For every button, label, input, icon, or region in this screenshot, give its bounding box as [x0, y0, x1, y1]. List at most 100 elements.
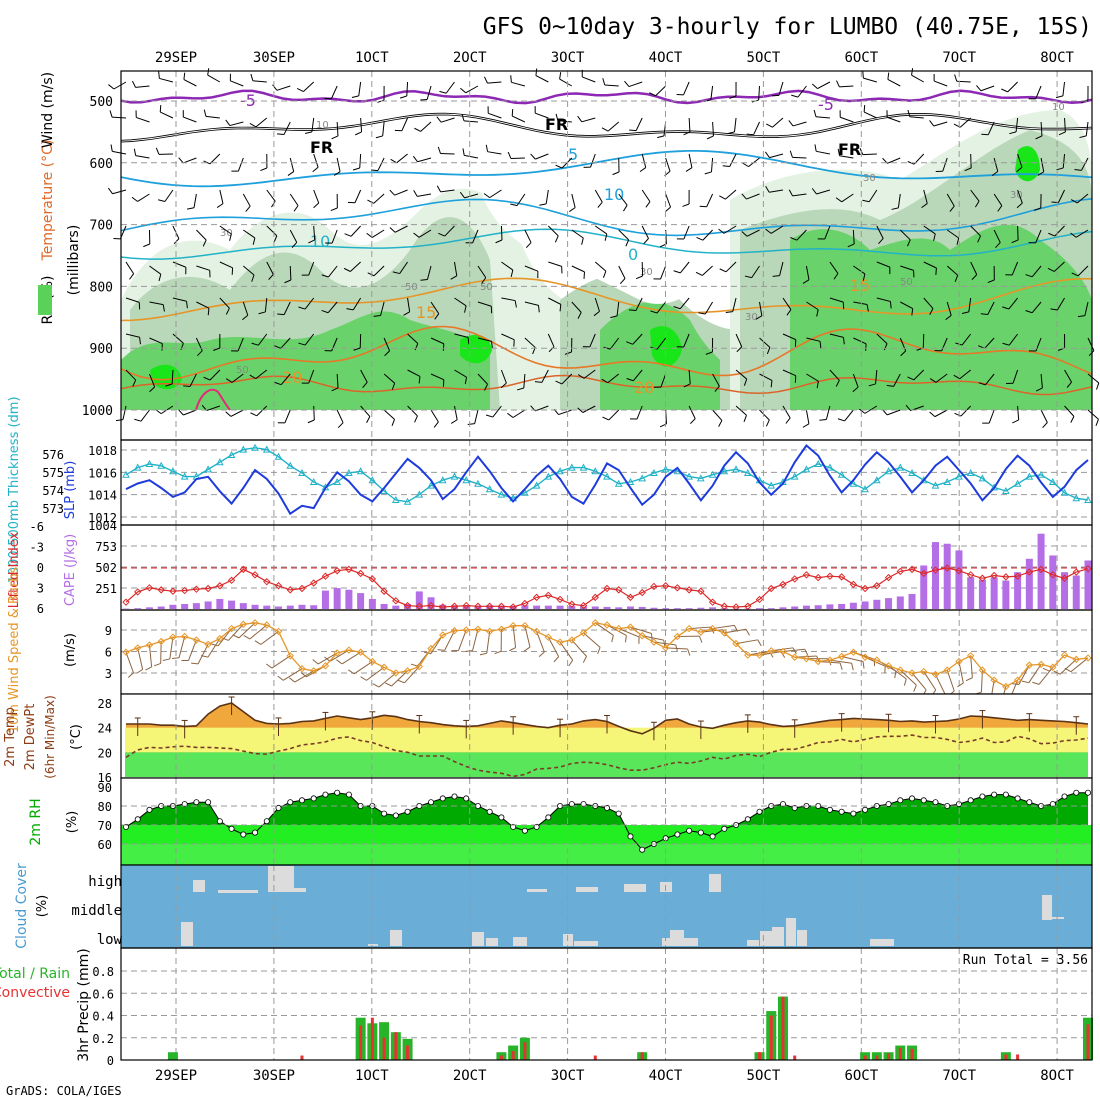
isotherm-label: 5: [568, 145, 578, 164]
upper-wind-barb-feather: [308, 239, 315, 244]
lifted-index-point: [908, 565, 916, 574]
wind-axis-label: 10m Wind Speed & Barbs: [7, 567, 22, 734]
upper-wind-barb: [702, 229, 713, 241]
lifted-index-point: [216, 582, 224, 590]
upper-wind-barb-feather: [392, 271, 400, 275]
upper-wind-barb: [1035, 85, 1042, 100]
precip-convective-bar: [1086, 1024, 1090, 1060]
upper-wind-barb: [477, 301, 492, 307]
slp-thickness-panel: 1018 1016 1014 1012 576 575 574 573: [42, 439, 1093, 526]
cloud-block: [797, 930, 807, 946]
upper-wind-barb-feather: [293, 205, 299, 212]
upper-wind-barb-feather: [1035, 387, 1043, 392]
wind-speed-point: [697, 628, 705, 636]
rh-contour-label: 30: [745, 312, 758, 323]
upper-wind-barb: [394, 225, 408, 233]
upper-wind-barb: [934, 409, 948, 418]
upper-wind-barb: [852, 373, 859, 388]
lifted-index-point: [544, 591, 553, 600]
thickness-point: [356, 467, 365, 475]
wind-barb: [559, 641, 574, 661]
thickness-ytick-label: 575: [42, 466, 64, 480]
upper-wind-barb: [524, 265, 539, 272]
thickness-point: [427, 481, 435, 489]
upper-wind-barb: [876, 261, 891, 268]
wind-speed-point: [990, 676, 998, 684]
upper-wind-barb: [311, 117, 315, 132]
wind-barb-feather: [397, 679, 405, 684]
upper-wind-barb-feather: [284, 279, 292, 284]
upper-wind-barb-feather: [819, 419, 827, 421]
upper-ytick-label: 700: [90, 219, 113, 234]
upper-wind-barb-feather: [331, 135, 339, 140]
thickness-point: [415, 490, 424, 498]
wind-speed-point: [227, 624, 236, 633]
upper-wind-barb-feather: [390, 158, 397, 164]
rh-point: [580, 801, 587, 808]
upper-wind-barb: [125, 369, 137, 381]
wind-barb: [583, 632, 601, 648]
upper-wind-barb: [1080, 157, 1089, 171]
wind-barb-feather: [336, 659, 343, 665]
upper-wind-barb-feather: [704, 171, 712, 175]
upper-wind-label: Wind (m/s): [40, 72, 56, 148]
upper-rh-swatch: [38, 285, 52, 315]
wind-barb: [294, 670, 314, 683]
lifted-index-point: [708, 598, 717, 606]
wind-barb-feather: [1011, 683, 1020, 685]
cape-bar: [591, 606, 599, 609]
upper-wind-barb-feather: [251, 274, 255, 282]
wind-speed-point: [920, 667, 928, 676]
upper-wind-barb: [984, 337, 995, 349]
precip-convective-bar: [640, 1052, 644, 1060]
upper-wind-barb: [607, 121, 620, 132]
thickness-point: [931, 481, 940, 489]
cape-bar: [838, 603, 846, 609]
upper-wind-barb: [358, 81, 362, 96]
upper-wind-barb: [548, 261, 562, 267]
upper-wind-barb-feather: [811, 83, 818, 89]
upper-wind-barb: [111, 116, 127, 119]
lifted-index-point: [1037, 565, 1045, 574]
upper-wind-barb: [336, 373, 339, 389]
upper-wind-barb-feather: [891, 207, 899, 210]
upper-wind-barb: [407, 333, 419, 344]
upper-wind-barb: [159, 77, 174, 83]
top-date-label: 29SEP: [155, 50, 197, 66]
lifted-index-point: [697, 587, 705, 595]
upper-wind-barb-feather: [197, 350, 203, 357]
wind-speed-point: [462, 626, 470, 634]
thickness-point: [908, 468, 916, 476]
upper-wind-barb-feather: [847, 243, 855, 248]
wind-speed-point: [532, 627, 541, 636]
upper-wind-barb: [635, 297, 643, 311]
upper-wind-barb-feather: [690, 418, 696, 425]
wind-barb-feather: [1042, 667, 1050, 672]
thickness-ytick-label: 576: [42, 448, 64, 462]
lifted-index-point: [661, 582, 670, 590]
wind-barb: [404, 666, 420, 684]
upper-wind-barb: [1017, 405, 1020, 420]
thickness-ytick-label: 573: [42, 502, 64, 516]
cape-bar: [134, 608, 142, 609]
precip-panel: 0.8 0.6 0.4 0.2 0 Run Total = 3.56: [92, 947, 1093, 1068]
upper-wind-barb-feather: [511, 109, 514, 117]
thickness-point: [462, 476, 471, 484]
upper-wind-barb-feather: [377, 99, 385, 103]
thickness-point: [884, 467, 893, 475]
wind-barb: [724, 628, 747, 634]
upper-wind-barb-feather: [863, 105, 866, 113]
upper-wind-barb: [394, 189, 408, 196]
wind-speed-point: [439, 631, 447, 639]
wind-speed-point: [286, 652, 294, 660]
isotherm-20: [120, 325, 1093, 381]
upper-wind-barb-feather: [202, 239, 207, 247]
upper-wind-barb: [796, 229, 807, 241]
upper-wind-barb-feather: [107, 187, 113, 195]
upper-wind-barb: [933, 121, 948, 127]
cape-bar: [791, 606, 799, 609]
rh-point: [1026, 799, 1033, 806]
upper-wind-barb: [209, 153, 221, 165]
upper-wind-barb-feather: [207, 68, 210, 76]
thickness-point: [251, 443, 259, 451]
